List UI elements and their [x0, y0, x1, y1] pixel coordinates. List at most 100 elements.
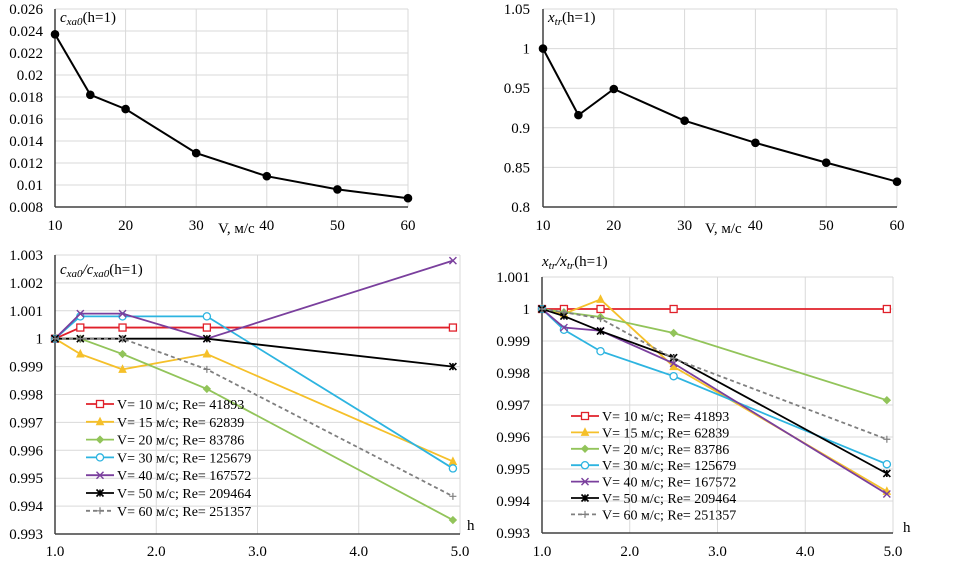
legend-label: V= 60 м/с; Re= 251357 [602, 508, 736, 523]
chart-title-part: (h=1) [562, 10, 595, 26]
data-point [202, 348, 212, 358]
y-tick-label: 0.999 [496, 334, 530, 350]
x-tick-label: 3.0 [248, 544, 267, 560]
legend-swatch-marker [96, 507, 104, 515]
chart-title: xtr/xtr(h=1) [541, 254, 608, 272]
chart-cxa0-ratio-vs-h: 0.993 0.994 0.995 0.996 0.997 0.998 0.999 1 1.00… [9, 248, 475, 560]
legend-swatch-marker [580, 427, 590, 436]
data-point [892, 177, 902, 186]
y-tick-label: 1.002 [9, 276, 43, 292]
x-tick-label: 30 [189, 218, 204, 234]
y-tick-label: 0.998 [9, 388, 43, 404]
series-7 [51, 335, 457, 500]
x-tick-label: 30 [677, 218, 692, 234]
series-line [54, 33, 409, 200]
series-1 [537, 304, 892, 314]
data-point [560, 308, 568, 316]
data-point [596, 327, 605, 336]
x-tick-label: 50 [819, 218, 834, 234]
data-point [538, 44, 548, 53]
y-tick-label: 0.993 [496, 526, 530, 542]
data-point [882, 304, 892, 314]
chart-xtr-ratio-vs-h: 0.993 0.994 0.995 0.996 0.997 0.998 0.999 1 1.00… [496, 254, 911, 560]
y-tick-label: 0.8 [511, 200, 530, 216]
legend-label: V= 50 м/с; Re= 209464 [602, 492, 736, 507]
chart-title-part: tr [567, 260, 575, 272]
legend-swatch-marker [95, 488, 105, 498]
data-point [76, 348, 85, 358]
data-point [680, 116, 689, 125]
y-tick-label: 0.996 [496, 430, 530, 446]
chart-title-part: c [60, 262, 67, 278]
legend-label: V= 20 м/с; Re= 83786 [117, 434, 244, 449]
x-tick-label: 5.0 [451, 544, 470, 560]
y-tick-label: 1.001 [496, 270, 530, 286]
chart-title-part: (h=1) [109, 262, 142, 278]
legend-label: V= 40 м/с; Re= 167572 [602, 476, 736, 491]
data-point [118, 309, 127, 318]
x-tick-label: 20 [118, 218, 133, 234]
data-point [751, 138, 760, 148]
data-point [882, 395, 892, 405]
x-tick-label: 60 [401, 218, 416, 234]
x-tick-label: 40 [259, 218, 274, 234]
legend-label: V= 15 м/с; Re= 62839 [602, 426, 729, 441]
data-point [449, 492, 457, 500]
y-tick-label: 1 [523, 42, 531, 58]
data-point [118, 364, 127, 373]
x-tick-label: 1.0 [533, 544, 552, 560]
y-tick-label: 1 [36, 332, 44, 348]
x-tick-label: 10 [536, 218, 551, 234]
y-tick-label: 0.95 [504, 81, 530, 97]
y-tick-label: 0.01 [17, 178, 43, 194]
data-point [883, 435, 891, 443]
legend-swatch-marker [580, 493, 590, 503]
y-tick-label: 0.996 [9, 443, 43, 459]
series-line [541, 308, 888, 402]
chart-title: xtr(h=1) [547, 10, 595, 28]
chart-title-part: x [547, 10, 555, 26]
x-tick-label: 40 [748, 218, 763, 234]
chart-title-part: /c [82, 262, 94, 278]
legend-label: V= 15 м/с; Re= 62839 [117, 416, 244, 431]
legend-label: V= 20 м/с; Re= 83786 [602, 443, 729, 458]
data-point [191, 148, 201, 158]
x-axis-label: h [467, 518, 475, 534]
chart-title-part: tr [555, 16, 563, 28]
data-point [448, 464, 458, 473]
x-tick-label: 4.0 [796, 544, 815, 560]
y-tick-label: 0.997 [9, 415, 43, 431]
chart-title-part: tr [549, 260, 557, 272]
legend-swatch-marker [95, 435, 105, 444]
y-tick-label: 0.997 [496, 398, 530, 414]
chart-xtr-vs-velocity: 0.8 0.85 0.9 0.95 1 1.05 10 20 30 40 50 60 V, м/с xtr… [504, 2, 905, 237]
data-point [670, 355, 678, 363]
x-axis-label: h [903, 520, 911, 536]
data-point [448, 323, 458, 332]
data-point [669, 328, 678, 338]
legend-label: V= 10 м/с; Re= 41893 [602, 410, 729, 425]
series-line [54, 337, 454, 463]
data-point [333, 185, 342, 194]
data-point [669, 371, 678, 381]
y-tick-label: 0.998 [496, 366, 530, 382]
data-point [76, 335, 84, 343]
series-1 [538, 44, 902, 186]
y-tick-label: 0.995 [496, 462, 530, 478]
data-point [574, 110, 583, 120]
series-2 [50, 333, 458, 465]
data-point [118, 323, 127, 332]
legend-swatch-marker [95, 399, 105, 409]
legend-label: V= 50 м/с; Re= 209464 [117, 487, 251, 502]
y-tick-label: 0.9 [511, 121, 530, 137]
series-line [54, 326, 453, 340]
series-line [542, 48, 898, 183]
data-point [51, 335, 59, 343]
data-point [403, 193, 413, 203]
y-tick-label: 0.994 [9, 499, 43, 515]
chart-title-part: (h=1) [83, 10, 116, 26]
y-tick-label: 0.022 [9, 46, 43, 62]
data-point [448, 362, 457, 371]
